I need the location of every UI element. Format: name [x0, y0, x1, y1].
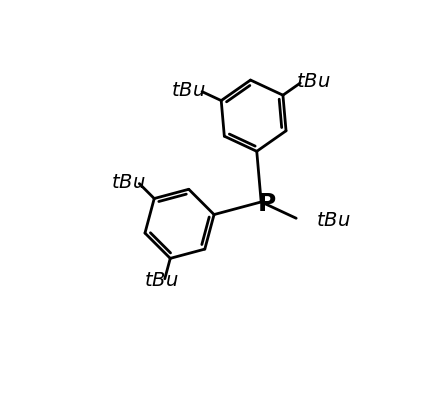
Text: P: P [257, 192, 276, 216]
Text: $t$Bu: $t$Bu [296, 73, 330, 91]
Text: $t$Bu: $t$Bu [143, 271, 178, 290]
Text: $t$Bu: $t$Bu [111, 173, 146, 192]
Text: $t$Bu: $t$Bu [171, 81, 205, 100]
Text: $t$Bu: $t$Bu [316, 211, 351, 230]
